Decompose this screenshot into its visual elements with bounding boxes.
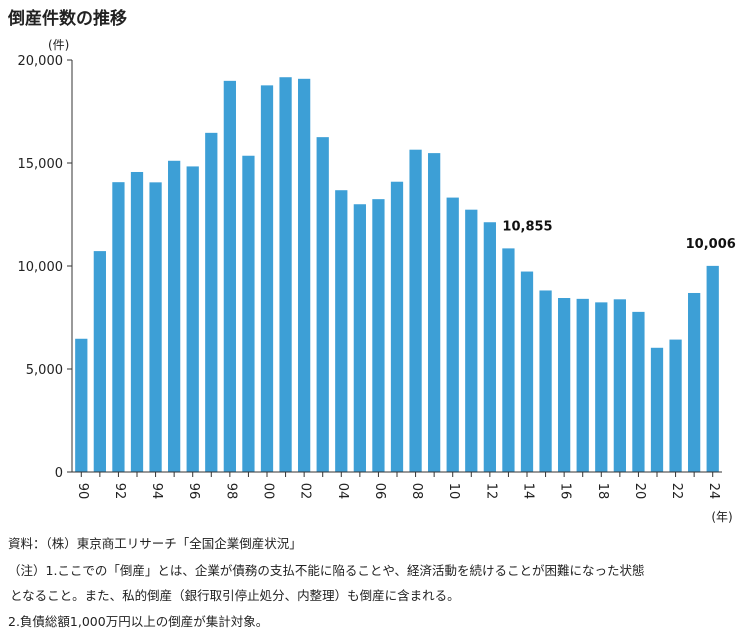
bar-10	[446, 197, 459, 472]
bar-17	[576, 298, 589, 472]
bar-90	[75, 338, 88, 472]
bar-14	[520, 271, 534, 472]
bar-03	[316, 137, 329, 472]
bar-92	[112, 182, 125, 473]
note-1-line-1: （注）1.ここでの「倒産」とは、企業が債務の支払不能に陥ることや、経済活動を続け…	[8, 563, 645, 578]
y-tick-label: 10,000	[18, 260, 64, 275]
x-tick-label: 14	[521, 483, 536, 500]
bar-00	[260, 85, 274, 473]
bar-20	[632, 311, 645, 472]
x-tick-label: 10	[446, 483, 461, 500]
x-tick-label: 02	[298, 483, 313, 500]
y-tick-label: 15,000	[18, 157, 64, 172]
y-tick-label: 20,000	[18, 54, 64, 69]
x-tick-label: 06	[372, 483, 387, 500]
x-tick-label: 16	[558, 483, 573, 500]
bar-13	[502, 248, 515, 472]
bar-07	[390, 181, 404, 472]
x-tick-label: 94	[149, 483, 164, 500]
bar-93	[130, 171, 144, 472]
y-tick-label: 5,000	[26, 363, 63, 378]
bar-96	[186, 166, 199, 472]
bar-02	[298, 78, 311, 472]
bar-99	[242, 155, 255, 473]
bar-24	[706, 265, 719, 472]
y-axis: (件) 0 5,000 10,000 15,000 20,000	[18, 38, 73, 481]
bars	[75, 77, 719, 473]
bar-05	[353, 204, 366, 472]
bar-04	[335, 190, 348, 473]
bar-18	[595, 302, 608, 472]
data-label-24: 10,006	[686, 237, 736, 252]
data-label-13: 10,855	[502, 219, 552, 234]
bar-95	[168, 160, 181, 472]
x-tick-label: 24	[706, 483, 721, 500]
bar-06	[372, 199, 385, 472]
bar-94	[149, 182, 162, 473]
source-note: 資料：（株）東京商工リサーチ「全国企業倒産状況」	[8, 536, 302, 551]
x-tick-label: 98	[223, 483, 238, 500]
bar-08	[409, 149, 422, 473]
x-tick-label: 12	[483, 483, 498, 500]
x-tick-label: 96	[186, 483, 201, 500]
bar-97	[205, 132, 218, 472]
y-axis-unit: (件)	[48, 38, 69, 52]
x-axis-unit: (年)	[711, 510, 732, 524]
bar-chart: (件) 0 5,000 10,000 15,000 20,000 90 92 94 96 98 00…	[18, 38, 736, 524]
x-tick-label: 22	[669, 483, 684, 500]
x-tick-label: 90	[75, 483, 90, 500]
bar-15	[539, 290, 552, 472]
bar-01	[279, 77, 292, 472]
x-axis: 90 92 94 96 98 00 02 04 06 08 10 12 14 16 18 20 22 24 (年)	[72, 471, 733, 524]
y-tick-label: 0	[55, 466, 63, 481]
bar-12	[483, 222, 496, 472]
chart-title: 倒産件数の推移	[8, 9, 127, 29]
x-tick-label: 04	[335, 483, 350, 500]
bar-23	[688, 292, 701, 472]
x-tick-label: 20	[632, 483, 647, 500]
x-tick-label: 92	[112, 483, 127, 500]
bar-11	[465, 209, 478, 472]
note-1-line-2: となること。また、私的倒産（銀行取引停止処分、内整理）も倒産に含まれる。	[10, 588, 460, 603]
note-2: 2.負債総額1,000万円以上の倒産が集計対象。	[8, 614, 269, 629]
annotations: 10,855 10,006	[502, 219, 735, 251]
x-tick-label: 08	[409, 483, 424, 500]
x-tick-label: 18	[595, 483, 610, 500]
bar-21	[650, 347, 664, 472]
bar-91	[93, 251, 106, 472]
bar-22	[669, 339, 682, 472]
bar-98	[223, 80, 236, 472]
bar-16	[558, 298, 571, 472]
x-tick-label: 00	[261, 483, 276, 500]
bar-09	[428, 153, 441, 472]
bar-19	[613, 299, 626, 472]
